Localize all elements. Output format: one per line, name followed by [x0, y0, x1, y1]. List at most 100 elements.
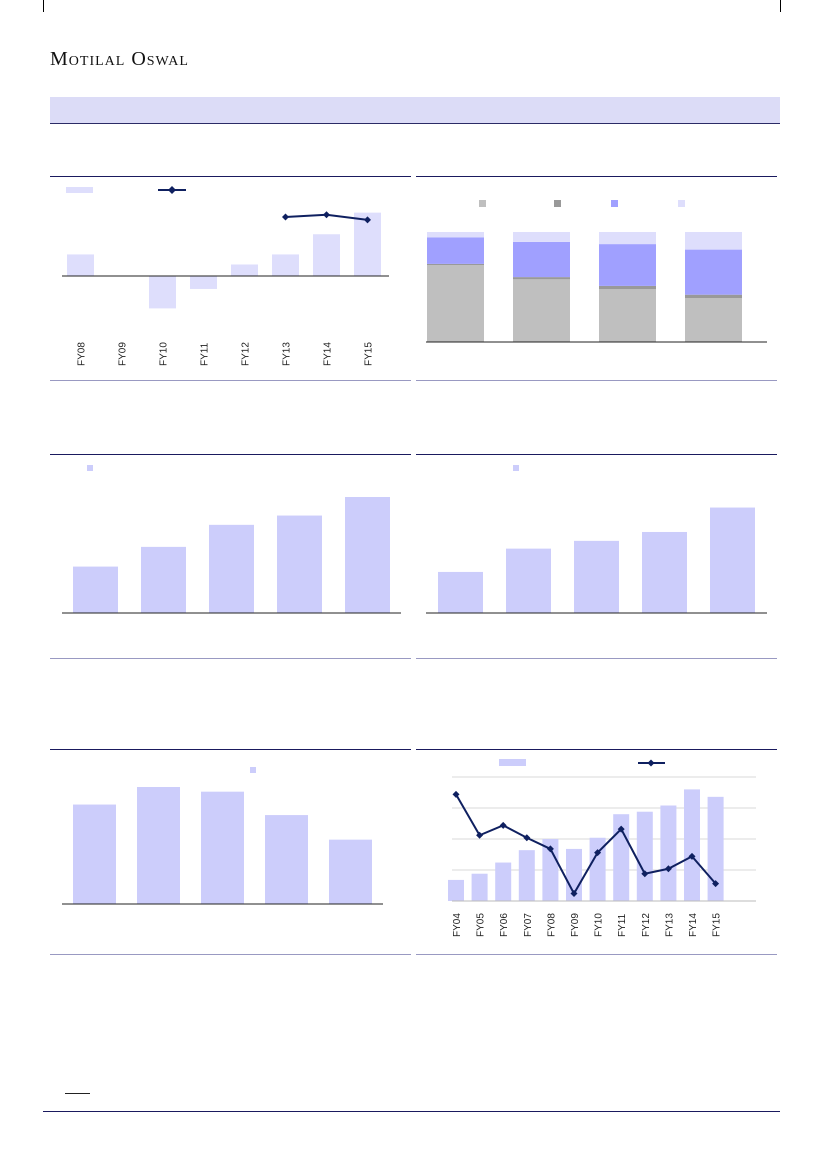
chart-bars-right-mid [426, 465, 767, 614]
exhibit-rule [416, 749, 777, 750]
chart-bar-line-right-bottom: FY04 FY05 FY06 FY07 FY08 FY09 FY10 FY11 FY12 FY13… [448, 759, 756, 937]
bar [574, 540, 619, 613]
bar [438, 571, 483, 613]
legend-swatch-bar [66, 187, 93, 193]
line-marker [452, 790, 460, 798]
stacked-segment [513, 241, 570, 278]
legend-swatch [479, 200, 486, 207]
legend-marker [168, 186, 176, 194]
bar [73, 804, 116, 904]
stacked-segment [427, 265, 484, 342]
bar [636, 811, 653, 901]
stacked-segment [513, 279, 570, 342]
bar [448, 879, 464, 901]
x-tick-label: FY08 [546, 913, 557, 937]
x-tick-label: FY11 [200, 342, 211, 366]
exhibit-rule [416, 954, 777, 955]
line-marker [664, 865, 672, 873]
line-marker [323, 211, 330, 219]
line-marker [641, 870, 649, 878]
x-tick-label: FY05 [476, 913, 487, 937]
line-marker [688, 852, 696, 860]
line-marker [523, 834, 531, 842]
bar [345, 497, 390, 613]
stacked-segment [685, 298, 742, 342]
bar [506, 548, 551, 613]
x-tick-label: FY15 [364, 342, 375, 366]
bar [231, 264, 258, 276]
stacked-segment [427, 232, 484, 238]
x-tick-label: FY13 [282, 342, 293, 366]
exhibit-rule [50, 749, 411, 750]
legend-swatch [513, 465, 519, 471]
bar [272, 254, 299, 276]
line-marker [499, 821, 507, 829]
stacked-segment [685, 232, 742, 250]
legend-swatch [611, 200, 618, 207]
crop-mark-right [780, 0, 781, 12]
bar [67, 254, 94, 276]
legend-swatch [554, 200, 561, 207]
bar [329, 839, 372, 904]
exhibit-rule [50, 954, 411, 955]
x-tick-label: FY14 [688, 913, 699, 937]
x-tick-label: FY09 [118, 342, 129, 366]
company-logo: Motilal Oswal [50, 48, 189, 70]
bar [141, 546, 186, 613]
stacked-segment [599, 289, 656, 342]
bar [684, 789, 700, 901]
line-series [455, 793, 717, 896]
bar [471, 873, 488, 901]
x-tick-label: FY06 [499, 913, 510, 937]
x-tick-label: FY12 [641, 913, 652, 937]
crop-mark-left [43, 0, 44, 12]
bar [518, 850, 535, 901]
x-tick-label: FY13 [664, 913, 675, 937]
stacked-segment [513, 232, 570, 242]
x-tick-label: FY09 [570, 913, 581, 937]
stacked-segment [599, 232, 656, 245]
legend-swatch [87, 465, 93, 471]
x-tick-label: FY08 [77, 342, 88, 366]
exhibit-rule [50, 176, 411, 177]
x-tick-label: FY04 [452, 913, 463, 937]
stacked-segment [427, 237, 484, 264]
exhibit-rule [416, 454, 777, 455]
legend-marker [647, 759, 655, 767]
x-tick-label: FY07 [523, 913, 534, 937]
x-tick-label: FY10 [159, 342, 170, 366]
line-marker [570, 890, 578, 898]
page-bottom-rule [43, 1111, 780, 1112]
bar [201, 791, 244, 904]
x-tick-label: FY11 [617, 913, 628, 937]
exhibit-rule [50, 380, 411, 381]
bar [495, 862, 512, 901]
bar [265, 815, 308, 904]
bar [589, 837, 606, 901]
line-marker [712, 880, 720, 888]
bar [277, 515, 322, 613]
section-header-band [50, 97, 780, 124]
stacked-segment [513, 277, 570, 280]
exhibit-rule [50, 658, 411, 659]
bar [707, 796, 724, 901]
bar [190, 276, 217, 289]
legend-swatch [250, 767, 256, 773]
bar [137, 787, 180, 904]
chart-bars-left-bottom [62, 767, 383, 905]
legend-swatch [678, 200, 685, 207]
bar [313, 234, 340, 276]
legend-swatch-bar [499, 759, 526, 766]
stacked-segment [599, 244, 656, 286]
x-tick-label: FY12 [241, 342, 252, 366]
bar [209, 524, 254, 613]
stacked-segment [685, 294, 742, 298]
x-tick-label: FY10 [594, 913, 605, 937]
x-tick-label: FY15 [712, 913, 723, 937]
line-marker [617, 825, 625, 833]
bar [660, 805, 677, 901]
bar [642, 531, 687, 613]
exhibit-rule [416, 176, 777, 177]
line-marker [546, 845, 554, 853]
chart-bars-left-mid [62, 465, 401, 614]
